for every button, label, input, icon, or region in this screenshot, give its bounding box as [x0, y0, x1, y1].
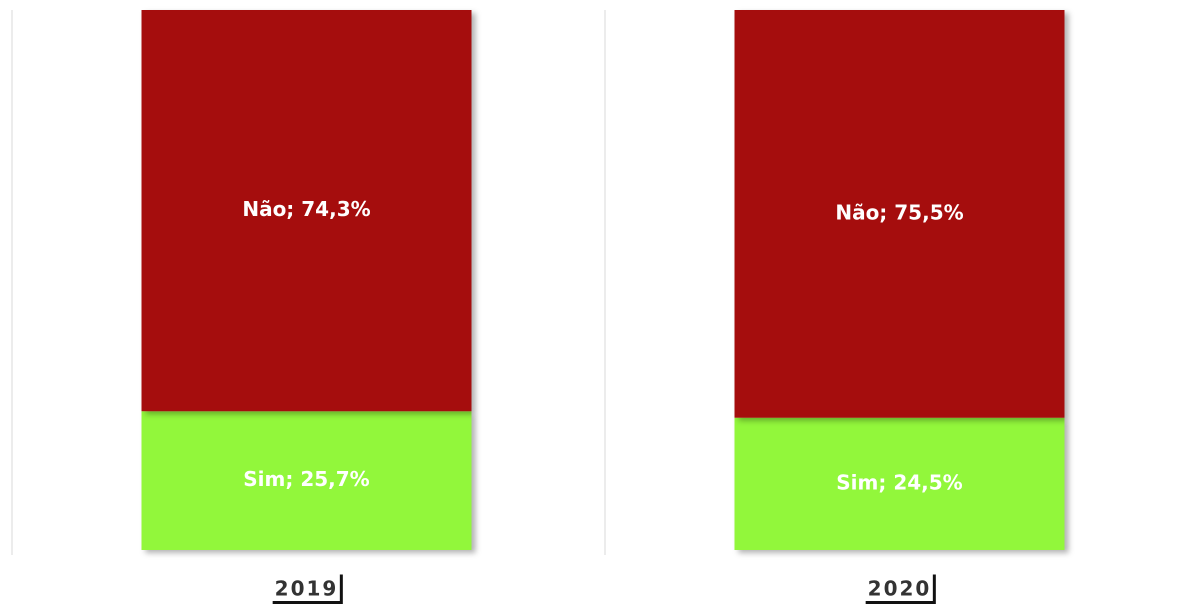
bar-segment	[734, 417, 1065, 550]
bar-segment	[141, 411, 472, 550]
bar-segment	[734, 10, 1065, 418]
data-label: Sim; 24,5%	[836, 470, 962, 494]
bar-segment	[141, 10, 472, 412]
x-tick-label: 2019	[275, 577, 339, 601]
x-tick-label: 2020	[868, 577, 932, 601]
data-label: Sim; 25,7%	[243, 467, 369, 491]
label-frame	[865, 574, 936, 604]
label-frame	[272, 574, 343, 604]
data-label: Não; 74,3%	[242, 197, 370, 221]
bars	[141, 10, 1065, 550]
data-label: Não; 75,5%	[835, 200, 963, 224]
labels: Sim; 25,7% Não; 74,3% 2019 Sim; 24,5% Não; 7…	[242, 197, 964, 604]
